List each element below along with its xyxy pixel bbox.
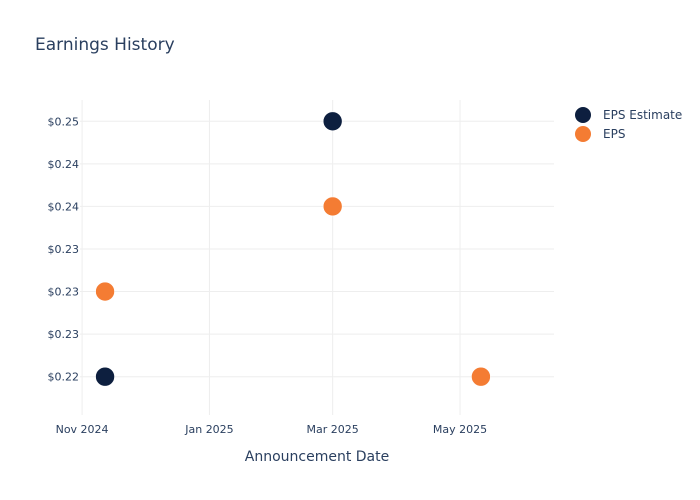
y-tick-labels: $0.22 $0.23 $0.23 $0.23 $0.24 $0.24 $0.25 (48, 115, 80, 383)
data-points (95, 111, 491, 387)
y-tick-label: $0.24 (48, 200, 80, 213)
legend-marker (575, 126, 591, 142)
x-axis-title: Announcement Date (245, 449, 389, 465)
legend-label: EPS Estimate (603, 108, 682, 122)
x-tick-label: Nov 2024 (56, 423, 109, 436)
data-point-eps (471, 366, 491, 387)
y-tick-label: $0.23 (48, 243, 80, 256)
x-tick-label: May 2025 (433, 423, 487, 436)
y-tick-label: $0.23 (48, 286, 80, 299)
x-tick-labels: Nov 2024 Jan 2025 Mar 2025 May 2025 (56, 423, 488, 436)
data-point-eps (95, 281, 115, 302)
y-tick-label: $0.22 (48, 371, 80, 384)
y-tick-label: $0.25 (48, 115, 80, 128)
grid-layer (80, 100, 554, 415)
data-point-eps-estimate (95, 366, 115, 387)
data-point-eps-estimate (322, 111, 343, 132)
legend-label: EPS (603, 127, 625, 141)
legend-marker (575, 107, 591, 123)
legend: EPS Estimate EPS (575, 107, 682, 142)
data-point-eps (322, 196, 343, 217)
y-tick-label: $0.24 (48, 158, 80, 171)
x-tick-label: Mar 2025 (307, 423, 359, 436)
chart-title: Earnings History (35, 35, 175, 55)
y-tick-label: $0.23 (48, 328, 80, 341)
x-tick-label: Jan 2025 (184, 423, 233, 436)
